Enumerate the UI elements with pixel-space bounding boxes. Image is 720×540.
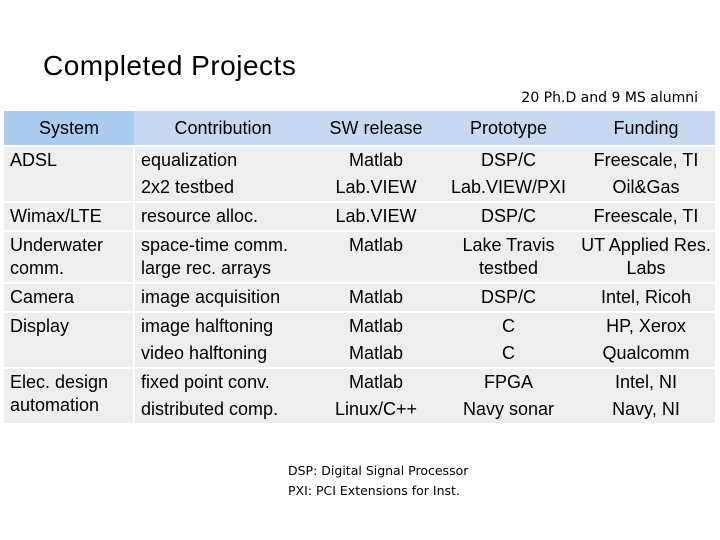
cell-sw: Lab.VIEW bbox=[312, 201, 440, 231]
cell-prototype: C bbox=[502, 343, 515, 363]
cell-prototype: Lake Travis testbed bbox=[440, 230, 577, 283]
footnotes: DSP: Digital Signal Processor PXI: PCI E… bbox=[288, 461, 468, 501]
cell-funding: HP, Xerox bbox=[577, 311, 715, 340]
table-header-row: System Contribution SW release Prototype… bbox=[4, 111, 715, 146]
cell-contribution: image acquisition bbox=[133, 282, 312, 312]
cell-funding: Freescale, TI bbox=[577, 201, 715, 231]
header-sw-release: SW release bbox=[312, 111, 440, 146]
cell-sw: Matlab bbox=[312, 145, 440, 174]
cell-sw: Matlab bbox=[312, 230, 440, 283]
cell-sw: Matlab bbox=[312, 282, 440, 312]
cell-contribution: equalization bbox=[133, 145, 312, 174]
footnote-dsp: DSP: Digital Signal Processor bbox=[288, 463, 469, 478]
alumni-note: 20 Ph.D and 9 MS alumni bbox=[521, 90, 698, 106]
header-system: System bbox=[4, 111, 134, 146]
cell-sw: Lab.VIEW bbox=[335, 177, 417, 197]
table-row: Camera image acquisition Matlab DSP/C In… bbox=[4, 282, 715, 312]
header-funding: Funding bbox=[577, 111, 715, 146]
header-prototype: Prototype bbox=[440, 111, 577, 146]
cell-funding: Navy, NI bbox=[612, 399, 680, 419]
table-row: Wimax/LTE resource alloc. Lab.VIEW DSP/C… bbox=[4, 201, 715, 231]
cell-sw: Matlab bbox=[312, 367, 440, 396]
cell-funding: Oil&Gas bbox=[612, 177, 680, 197]
table-row: Underwater comm. space-time comm. large … bbox=[4, 230, 715, 283]
cell-contribution: image halftoning bbox=[133, 311, 312, 340]
cell-prototype: Navy sonar bbox=[462, 399, 555, 419]
cell-sw: Matlab bbox=[348, 343, 404, 363]
header-contribution: Contribution bbox=[134, 111, 312, 146]
footnote-pxi: PXI: PCI Extensions for Inst. bbox=[288, 483, 460, 498]
projects-table: System Contribution SW release Prototype… bbox=[4, 111, 715, 423]
cell-contribution: resource alloc. bbox=[133, 201, 312, 231]
cell-system: ADSL bbox=[4, 145, 134, 202]
cell-contribution: 2x2 testbed bbox=[133, 174, 312, 202]
cell-contribution: video halftoning bbox=[133, 340, 312, 368]
cell-contribution: fixed point conv. bbox=[133, 367, 312, 396]
cell-funding: Intel, Ricoh bbox=[577, 282, 715, 312]
cell-funding: Intel, NI bbox=[577, 367, 715, 396]
cell-prototype: C bbox=[440, 311, 577, 340]
cell-sw: Matlab bbox=[312, 311, 440, 340]
cell-contribution: distributed comp. bbox=[133, 396, 312, 423]
cell-sw: Linux/C++ bbox=[334, 399, 418, 419]
page-title: Completed Projects bbox=[43, 50, 297, 81]
cell-prototype: DSP/C bbox=[440, 145, 577, 174]
cell-funding: Freescale, TI bbox=[577, 145, 715, 174]
cell-system: Camera bbox=[4, 282, 134, 312]
table-row: Display image halftoning Matlab C HP, Xe… bbox=[4, 311, 715, 368]
cell-system: Underwater comm. bbox=[4, 230, 134, 283]
cell-prototype: FPGA bbox=[440, 367, 577, 396]
cell-funding: Qualcomm bbox=[602, 343, 690, 363]
cell-contribution: space-time comm. large rec. arrays bbox=[133, 230, 312, 283]
cell-prototype: DSP/C bbox=[440, 201, 577, 231]
cell-funding: UT Applied Res. Labs bbox=[577, 230, 715, 283]
cell-system: Display bbox=[4, 311, 134, 368]
table-row: ADSL equalization Matlab DSP/C Freescale… bbox=[4, 145, 715, 202]
table-row: Elec. design automation fixed point conv… bbox=[4, 367, 715, 423]
cell-prototype: DSP/C bbox=[440, 282, 577, 312]
cell-prototype: Lab.VIEW/PXI bbox=[450, 177, 567, 197]
cell-system: Elec. design automation bbox=[4, 367, 134, 423]
cell-system: Wimax/LTE bbox=[4, 201, 134, 231]
